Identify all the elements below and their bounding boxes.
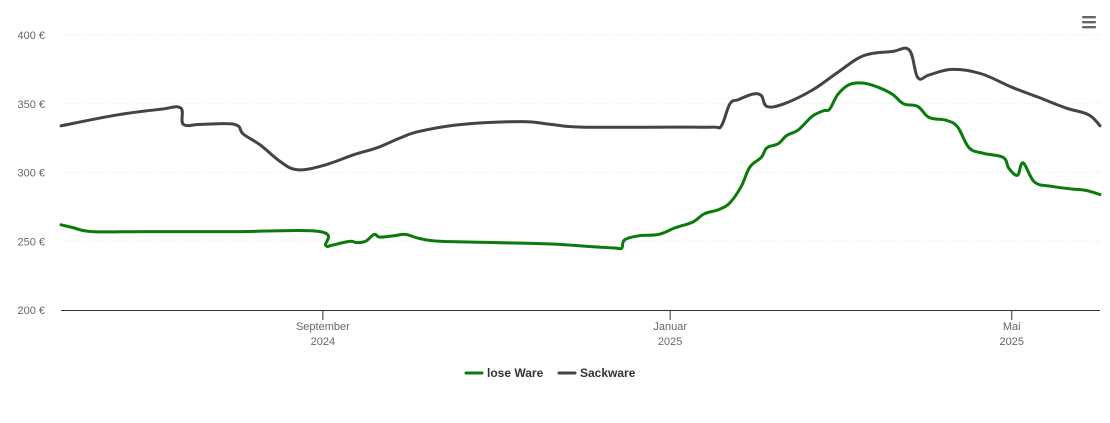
grid-lines [61,34,1100,242]
legend-item-sackware[interactable]: Sackware [557,366,636,380]
series-lines [59,46,1102,251]
x-axis: September 2024 Januar 2025 Mai 2025 [61,310,1100,348]
x-tick-year-label: 2025 [658,336,682,348]
hamburger-menu-icon [1082,16,1096,29]
x-tick-year-label: 2024 [311,336,335,348]
y-tick-label: 300 € [17,168,45,180]
y-tick-label: 250 € [17,236,45,248]
legend-label: Sackware [580,366,636,380]
x-tick-month-label: September [296,321,350,333]
series-line-sackware[interactable] [59,46,1102,172]
y-tick-label: 350 € [17,99,45,111]
series-line-lose-ware[interactable] [59,81,1102,251]
x-tick-month-label: Januar [653,321,687,333]
x-tick-month-label: Mai [1003,321,1021,333]
legend-item-lose-ware[interactable]: lose Ware [464,366,544,380]
legend: lose Ware Sackware [464,366,636,380]
y-axis: 400 € 350 € 300 € 250 € 200 € [17,30,45,317]
y-tick-label: 200 € [17,305,45,317]
chart-menu-button[interactable] [1081,15,1097,29]
y-tick-label: 400 € [17,30,45,42]
x-tick-year-label: 2025 [1000,336,1024,348]
legend-label: lose Ware [487,366,544,380]
